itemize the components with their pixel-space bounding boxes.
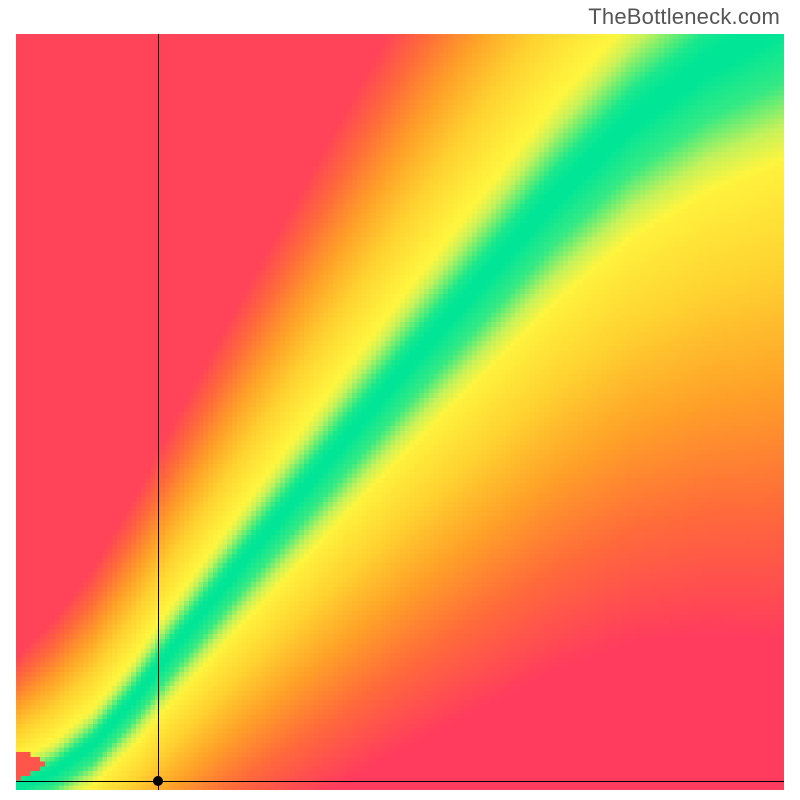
watermark-text: TheBottleneck.com (588, 4, 780, 30)
selection-marker (153, 776, 163, 786)
bottleneck-heatmap (16, 34, 784, 790)
heatmap-canvas (16, 34, 784, 790)
crosshair-horizontal (16, 781, 784, 782)
crosshair-vertical (158, 34, 159, 790)
